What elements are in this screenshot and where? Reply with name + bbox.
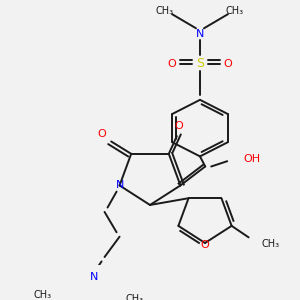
Text: N: N: [116, 180, 124, 190]
Text: N: N: [89, 272, 98, 282]
Text: CH₃: CH₃: [33, 290, 52, 300]
Text: O: O: [224, 58, 232, 69]
Text: OH: OH: [243, 154, 260, 164]
Text: O: O: [174, 121, 183, 130]
Text: CH₃: CH₃: [126, 294, 144, 300]
Text: CH₃: CH₃: [262, 238, 280, 248]
Text: CH₃: CH₃: [156, 7, 174, 16]
Text: CH₃: CH₃: [226, 7, 244, 16]
Text: O: O: [201, 240, 209, 250]
Text: N: N: [196, 28, 204, 39]
Text: O: O: [98, 129, 106, 140]
Text: O: O: [168, 58, 176, 69]
Text: S: S: [196, 57, 204, 70]
